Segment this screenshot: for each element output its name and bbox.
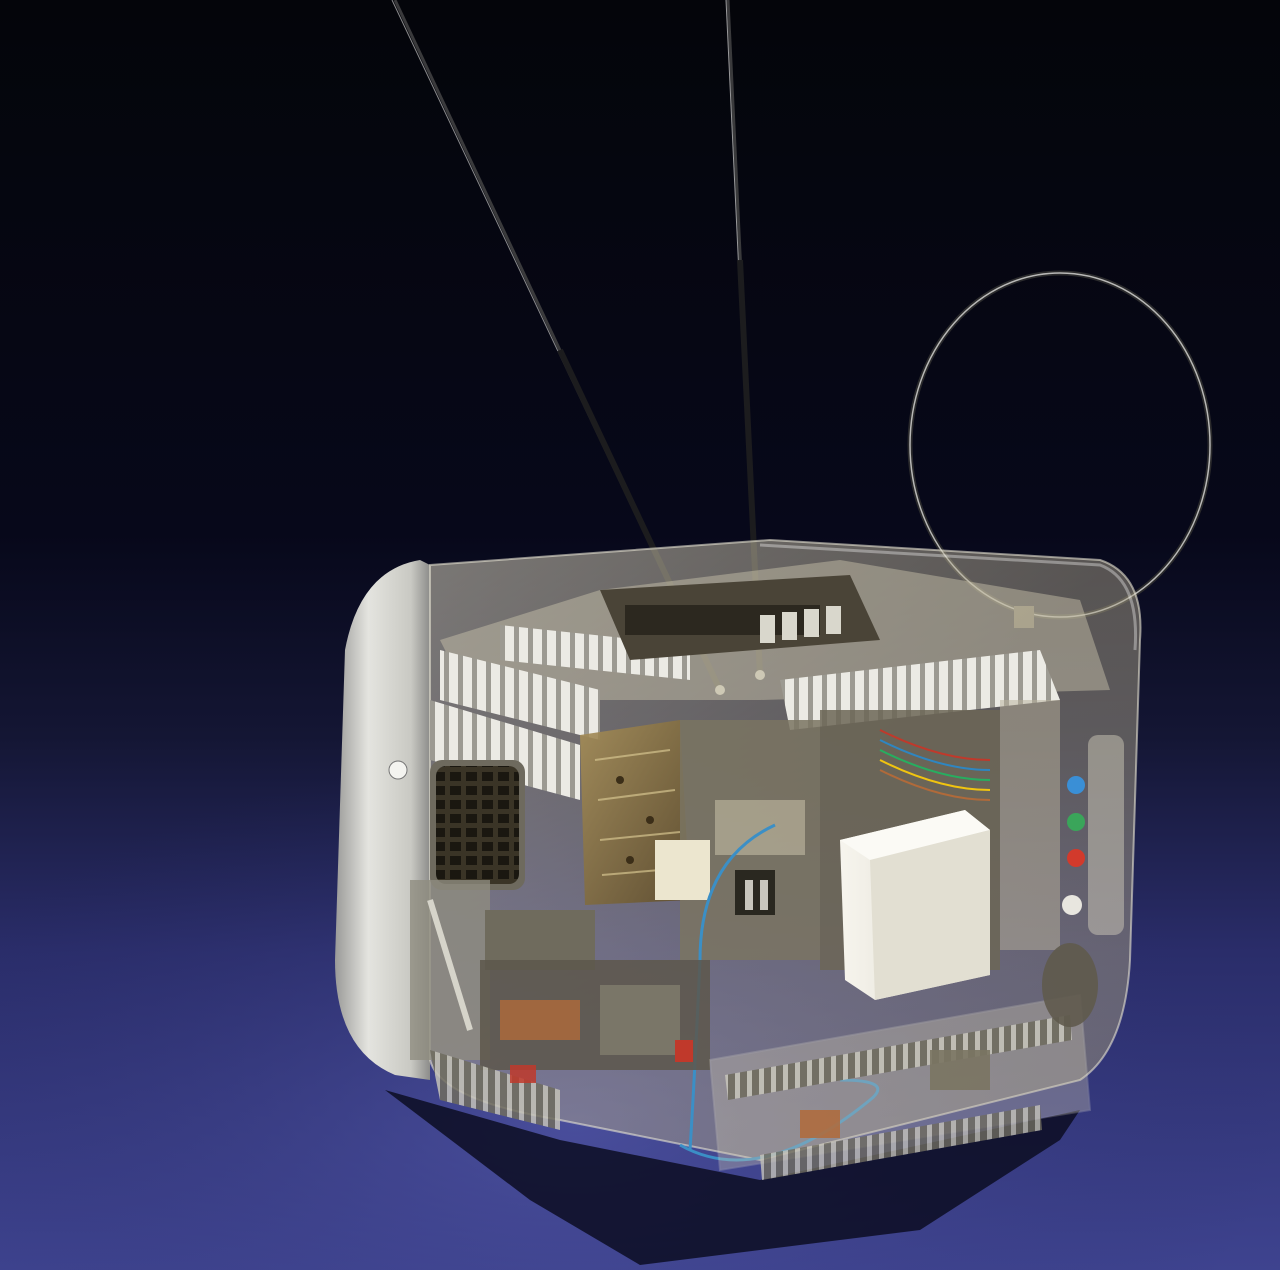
blue-knob-icon bbox=[1067, 776, 1085, 794]
top-control-module bbox=[600, 575, 880, 660]
left-bottom-vent bbox=[430, 1050, 560, 1130]
red-connector bbox=[675, 1040, 693, 1062]
top-left-fins bbox=[440, 625, 690, 740]
red-connector bbox=[510, 1065, 536, 1083]
lower-chassis bbox=[480, 960, 710, 1070]
white-knob-icon bbox=[1062, 895, 1082, 915]
housing-highlight bbox=[759, 543, 1138, 651]
green-knob-icon bbox=[1067, 813, 1085, 831]
side-control-panel bbox=[1000, 700, 1124, 950]
left-heat-sink bbox=[430, 700, 580, 890]
power-knob-icon bbox=[388, 760, 408, 780]
transformer-block bbox=[840, 810, 990, 1000]
bottom-vent-bar bbox=[708, 993, 1092, 1180]
speaker-disc bbox=[1042, 943, 1098, 1027]
red-knob-icon bbox=[1067, 849, 1085, 867]
left-chassis bbox=[410, 880, 595, 1060]
tv-shadow bbox=[385, 1090, 1080, 1265]
front-bezel bbox=[335, 560, 430, 1080]
